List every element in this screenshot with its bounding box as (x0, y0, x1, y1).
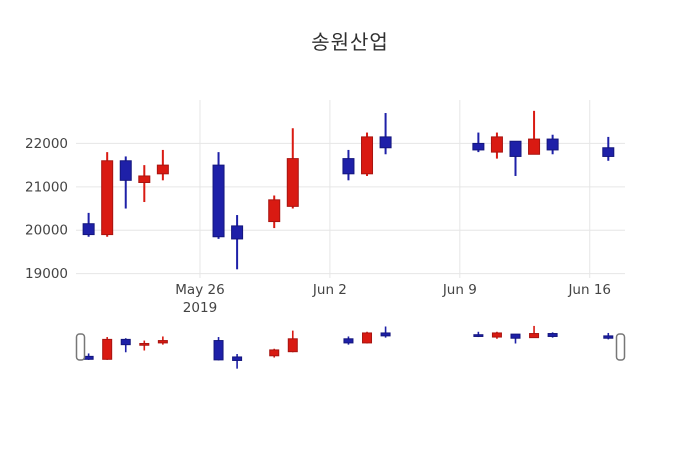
candle-jun-3[interactable] (342, 149, 355, 181)
candle-may-21[interactable] (101, 152, 114, 237)
candle-body (603, 335, 614, 339)
rangeslider-right-handle[interactable] (615, 333, 626, 361)
candle-body (490, 136, 503, 153)
candle-may-28[interactable] (231, 215, 244, 270)
candle-body (102, 338, 113, 360)
candle-body (83, 355, 94, 360)
rs-candle-may-21[interactable] (102, 337, 113, 360)
candle-body (472, 142, 485, 151)
candle-body (231, 225, 244, 240)
candle-body (139, 342, 150, 346)
rs-candle-jun-14[interactable] (547, 332, 558, 338)
candle-body (342, 158, 355, 175)
rs-candle-may-27[interactable] (213, 337, 224, 361)
candle-body (101, 160, 114, 236)
candle-body (82, 223, 95, 236)
x-tick-label: Jun 2 (312, 282, 347, 298)
candle-body (212, 164, 225, 238)
candle-body (362, 332, 373, 344)
candle-body (287, 338, 298, 353)
candle-body (380, 332, 391, 337)
candle-jun-14[interactable] (546, 134, 559, 155)
rs-candle-jun-10[interactable] (473, 331, 484, 338)
candle-body (268, 199, 281, 223)
candle-may-30[interactable] (268, 195, 281, 229)
y-tick-label: 19000 (25, 266, 68, 282)
rs-candle-jun-12[interactable] (510, 333, 521, 344)
candle-body (343, 338, 354, 344)
rs-candle-may-22[interactable] (120, 338, 131, 353)
candle-body (602, 147, 615, 157)
candle-body (509, 140, 522, 157)
rs-candle-may-31[interactable] (287, 330, 298, 353)
y-axis-tick-labels: 19000 20000 21000 22000 (25, 136, 68, 282)
rs-candle-jun-11[interactable] (491, 331, 502, 339)
candle-jun-12[interactable] (509, 140, 522, 176)
chart-title: 송원산업 (311, 30, 389, 54)
candle-body (269, 349, 280, 357)
rs-candle-jun-13[interactable] (529, 325, 540, 339)
rs-candle-jun-3[interactable] (343, 336, 354, 345)
rangeslider[interactable] (75, 317, 626, 377)
rangeslider-left-handle[interactable] (75, 333, 86, 361)
candle-body (528, 138, 541, 155)
y-tick-label: 20000 (25, 223, 68, 239)
candle-jun-11[interactable] (490, 132, 503, 159)
candle-body (138, 175, 151, 183)
candle-body (286, 158, 299, 207)
rs-candle-jun-17[interactable] (603, 332, 614, 340)
rs-candle-may-24[interactable] (157, 336, 168, 345)
y-tick-label: 21000 (25, 179, 68, 195)
candle-body (157, 340, 168, 344)
candle-body (547, 333, 558, 337)
candle-body (491, 332, 502, 338)
candle-body (213, 340, 224, 361)
candle-may-31[interactable] (286, 128, 299, 209)
candle-body (473, 334, 484, 337)
candle-body (119, 160, 132, 181)
candle-may-22[interactable] (119, 156, 132, 209)
rangeslider-track[interactable] (76, 317, 625, 377)
x-tick-sublabel: 2019 (183, 300, 217, 316)
candles-main[interactable] (82, 110, 615, 270)
candle-body (120, 338, 131, 346)
candle-body (156, 164, 169, 175)
gridlines (76, 100, 625, 278)
candle-body (361, 136, 374, 175)
candle-jun-5[interactable] (379, 113, 392, 155)
candle-body (546, 138, 559, 151)
rs-candle-may-23[interactable] (139, 340, 150, 351)
candle-jun-17[interactable] (602, 136, 615, 161)
rs-candle-may-28[interactable] (232, 354, 243, 369)
candle-body (529, 333, 540, 339)
candle-may-20[interactable] (82, 212, 95, 237)
rs-candle-may-30[interactable] (269, 348, 280, 358)
rs-candle-jun-4[interactable] (362, 331, 373, 344)
x-tick-label: May 26 (175, 282, 224, 298)
candle-body (510, 333, 521, 339)
x-axis-tick-labels: May 26 2019 Jun 2 Jun 9 Jun 16 (175, 282, 611, 316)
candle-body (232, 356, 243, 361)
x-tick-label: Jun 16 (567, 282, 611, 298)
candle-may-23[interactable] (138, 165, 151, 203)
x-tick-label: Jun 9 (442, 282, 477, 298)
candle-body (379, 136, 392, 149)
candle-may-27[interactable] (212, 152, 225, 239)
y-tick-label: 22000 (25, 136, 68, 152)
candle-jun-10[interactable] (472, 132, 485, 153)
candle-jun-13[interactable] (528, 110, 541, 155)
candle-may-24[interactable] (156, 149, 169, 181)
candle-jun-4[interactable] (361, 132, 374, 176)
rs-candle-jun-5[interactable] (380, 326, 391, 338)
